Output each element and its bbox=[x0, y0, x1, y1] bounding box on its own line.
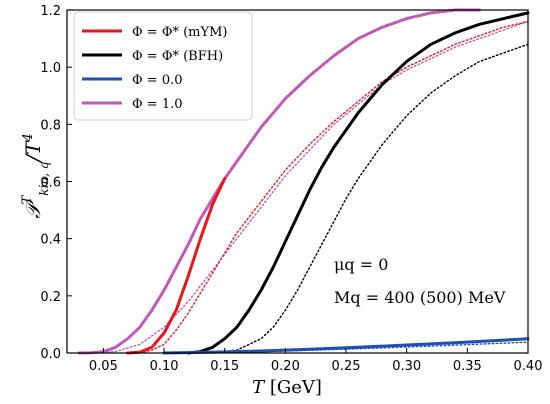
series-line-7 bbox=[187, 341, 529, 354]
legend-box bbox=[73, 11, 253, 121]
y-tick-label-6: 1.2 bbox=[40, 4, 61, 19]
legend-label-2: Φ = 0.0 bbox=[132, 73, 183, 88]
x-axis-label: T [GeV] bbox=[252, 377, 322, 398]
x-tick-label-2: 0.15 bbox=[210, 359, 239, 374]
x-tick-label-5: 0.30 bbox=[392, 359, 421, 374]
legend-label-1: Φ = Φ* (BFH) bbox=[132, 49, 223, 64]
annotation-mu: μq = 0 bbox=[334, 255, 388, 274]
series-line-5 bbox=[211, 43, 529, 354]
annotation-mass: Mq = 400 (500) MeV bbox=[334, 288, 506, 307]
y-tick-label-0: 0.0 bbox=[40, 347, 61, 362]
x-tick-label-7: 0.40 bbox=[514, 359, 543, 374]
y-tick-label-1: 0.2 bbox=[40, 290, 61, 305]
series-layer bbox=[77, 8, 530, 355]
x-tick-label-3: 0.20 bbox=[271, 359, 300, 374]
series-line-1 bbox=[90, 20, 529, 354]
series-line-2 bbox=[126, 177, 227, 355]
legend: Φ = Φ* (mYM) Φ = Φ* (BFH) Φ = 0.0 Φ = 1.… bbox=[73, 11, 253, 121]
series-line-4 bbox=[186, 11, 530, 355]
ticks-layer: 0.05 0.10 0.15 0.20 0.25 0.30 0.35 0.40 0.0 0.2 0.… bbox=[40, 4, 542, 374]
x-tick-label-1: 0.10 bbox=[150, 359, 179, 374]
y-tick-label-4: 0.8 bbox=[40, 118, 61, 133]
x-tick-label-0: 0.05 bbox=[89, 359, 118, 374]
x-tick-label-4: 0.25 bbox=[332, 359, 361, 374]
y-tick-label-3: 0.6 bbox=[40, 176, 61, 191]
y-tick-label-5: 1.0 bbox=[40, 61, 61, 76]
x-tick-label-6: 0.35 bbox=[453, 359, 482, 374]
series-line-3 bbox=[139, 20, 529, 354]
y-axis-label: 𝒫Tkin, q/T4 bbox=[20, 133, 51, 219]
legend-label-0: Φ = Φ* (mYM) bbox=[132, 25, 227, 40]
y-tick-label-2: 0.4 bbox=[40, 233, 61, 248]
legend-label-3: Φ = 1.0 bbox=[132, 97, 183, 112]
